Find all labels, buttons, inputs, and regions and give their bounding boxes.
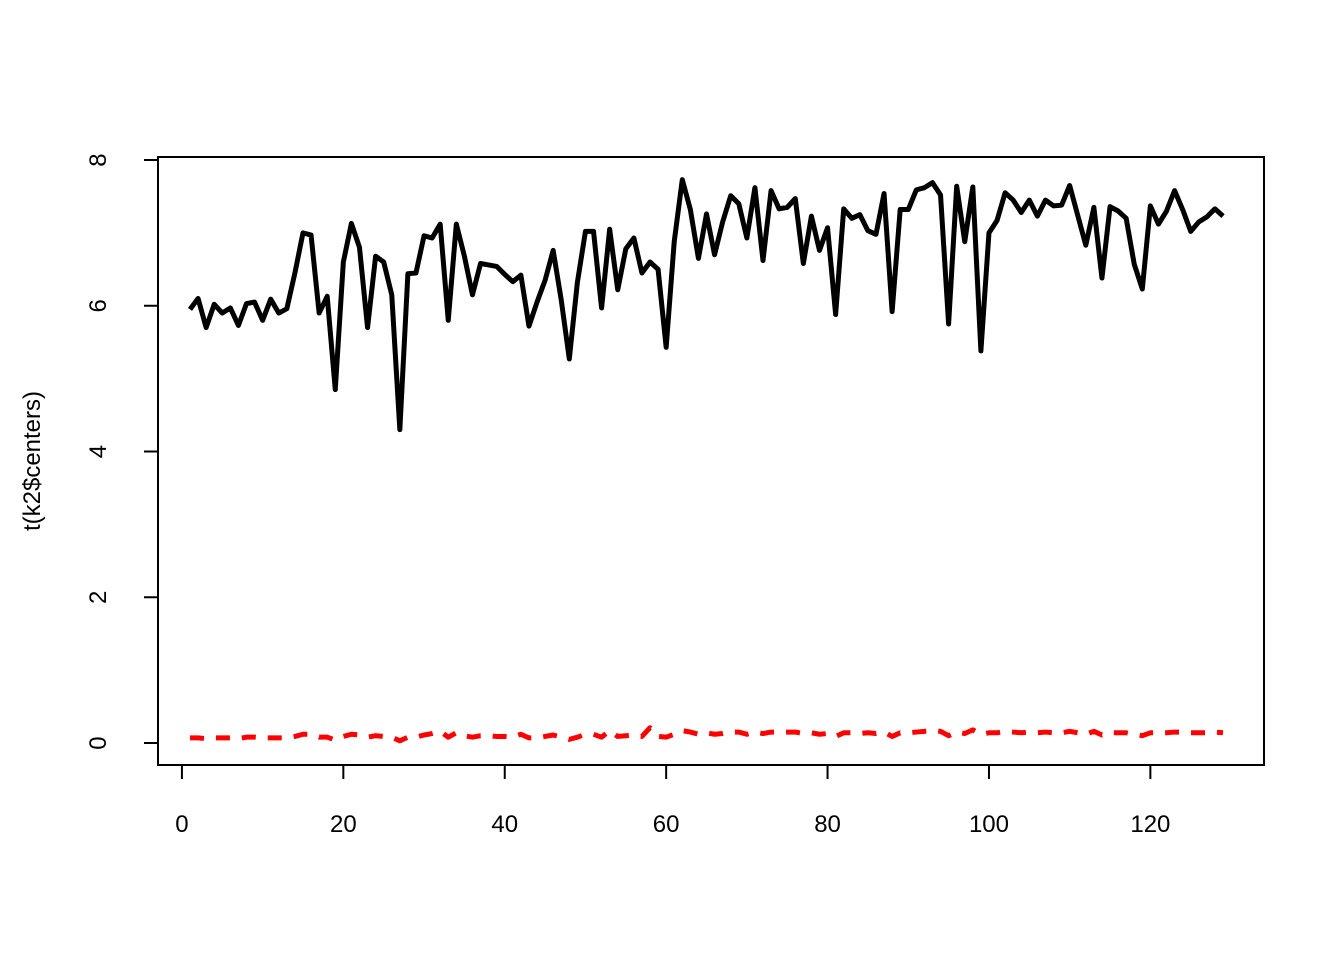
x-tick-label: 80 [814,811,841,838]
x-tick-label: 100 [969,811,1009,838]
y-tick-label: 0 [85,736,112,749]
x-tick-label: 0 [175,811,188,838]
x-tick-label: 120 [1130,811,1170,838]
plot-frame [157,156,1265,766]
y-tick-label: 8 [85,153,112,166]
y-tick-label: 4 [85,445,112,458]
y-tick-label: 2 [85,591,112,604]
series-line-2 [190,725,1224,744]
series-layer [187,177,1225,744]
x-tick-label: 40 [491,811,518,838]
x-tick-label: 20 [330,811,357,838]
series-line-1 [187,177,1225,433]
axis-layer: 0 20 40 60 80 100 120 0 2 4 6 8 [85,153,1170,838]
y-axis-title: t(k2$centers) [19,391,46,531]
x-tick-label: 60 [653,811,680,838]
y-tick-label: 6 [85,299,112,312]
